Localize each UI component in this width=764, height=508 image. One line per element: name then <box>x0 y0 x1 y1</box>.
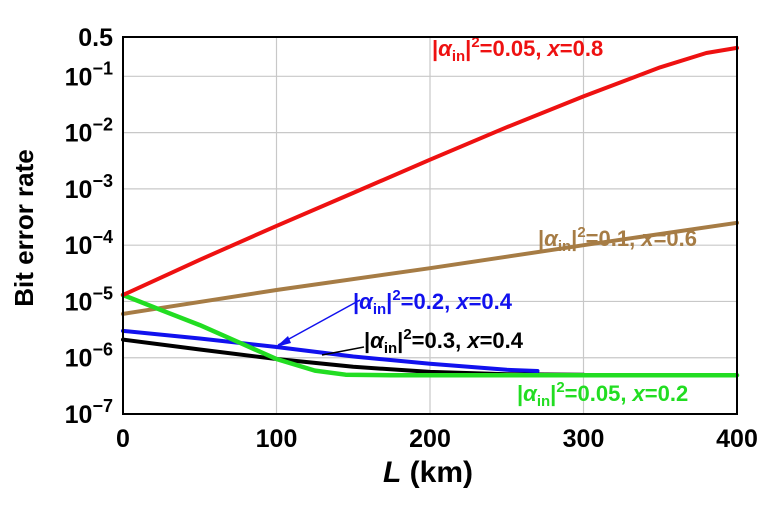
x-axis-label: L (km) <box>383 456 473 489</box>
x-tick-label: 200 <box>409 425 451 453</box>
series-line <box>121 328 540 373</box>
series-label: |αin|2=0.05, x=0.8 <box>432 34 603 65</box>
y-tick-label: 10−7 <box>65 396 113 429</box>
series-line <box>120 292 740 378</box>
x-axis-label-unit: (km) <box>401 456 473 489</box>
blue-label-leader-arrowhead <box>276 336 291 347</box>
x-tick-label: 300 <box>563 425 605 453</box>
y-tick-label: 10−5 <box>65 283 113 316</box>
series-line <box>121 220 739 316</box>
series-label: |αin|2=0.2, x=0.4 <box>353 287 513 318</box>
annotation-layer: |αin|2=0.05, x=0.8 |αin|2=0.1, x=0.6 |αin|… <box>276 34 697 410</box>
series-label: |αin|2=0.05, x=0.2 <box>517 379 688 410</box>
y-tick-label: 10−3 <box>65 171 113 204</box>
x-tick-label: 0 <box>116 425 130 453</box>
y-axis-label: Bit error rate <box>9 149 39 307</box>
x-tick-label: 100 <box>256 425 298 453</box>
x-axis-label-variable: L <box>383 456 401 489</box>
series-layer <box>120 45 740 378</box>
black-label-leader-line <box>321 346 365 356</box>
plot-frame <box>122 36 738 415</box>
y-tick-label: 10−4 <box>65 227 113 260</box>
y-tick-label: 0.5 <box>78 24 113 52</box>
series-label: |αin|2=0.3, x=0.4 <box>364 326 524 357</box>
tick-label-layer: 0 100 200 300 400 0.5 10−1 10−2 10−3 10−4 10−5 10−6… <box>65 24 758 453</box>
blue-label-leader-line <box>277 299 361 346</box>
y-tick-label: 10−2 <box>65 115 113 148</box>
y-tick-label: 10−6 <box>65 340 113 373</box>
y-tick-label: 10−1 <box>65 58 113 91</box>
series-label: |αin|2=0.1, x=0.6 <box>538 224 697 255</box>
series-line <box>121 45 739 297</box>
x-tick-label: 400 <box>716 425 758 453</box>
